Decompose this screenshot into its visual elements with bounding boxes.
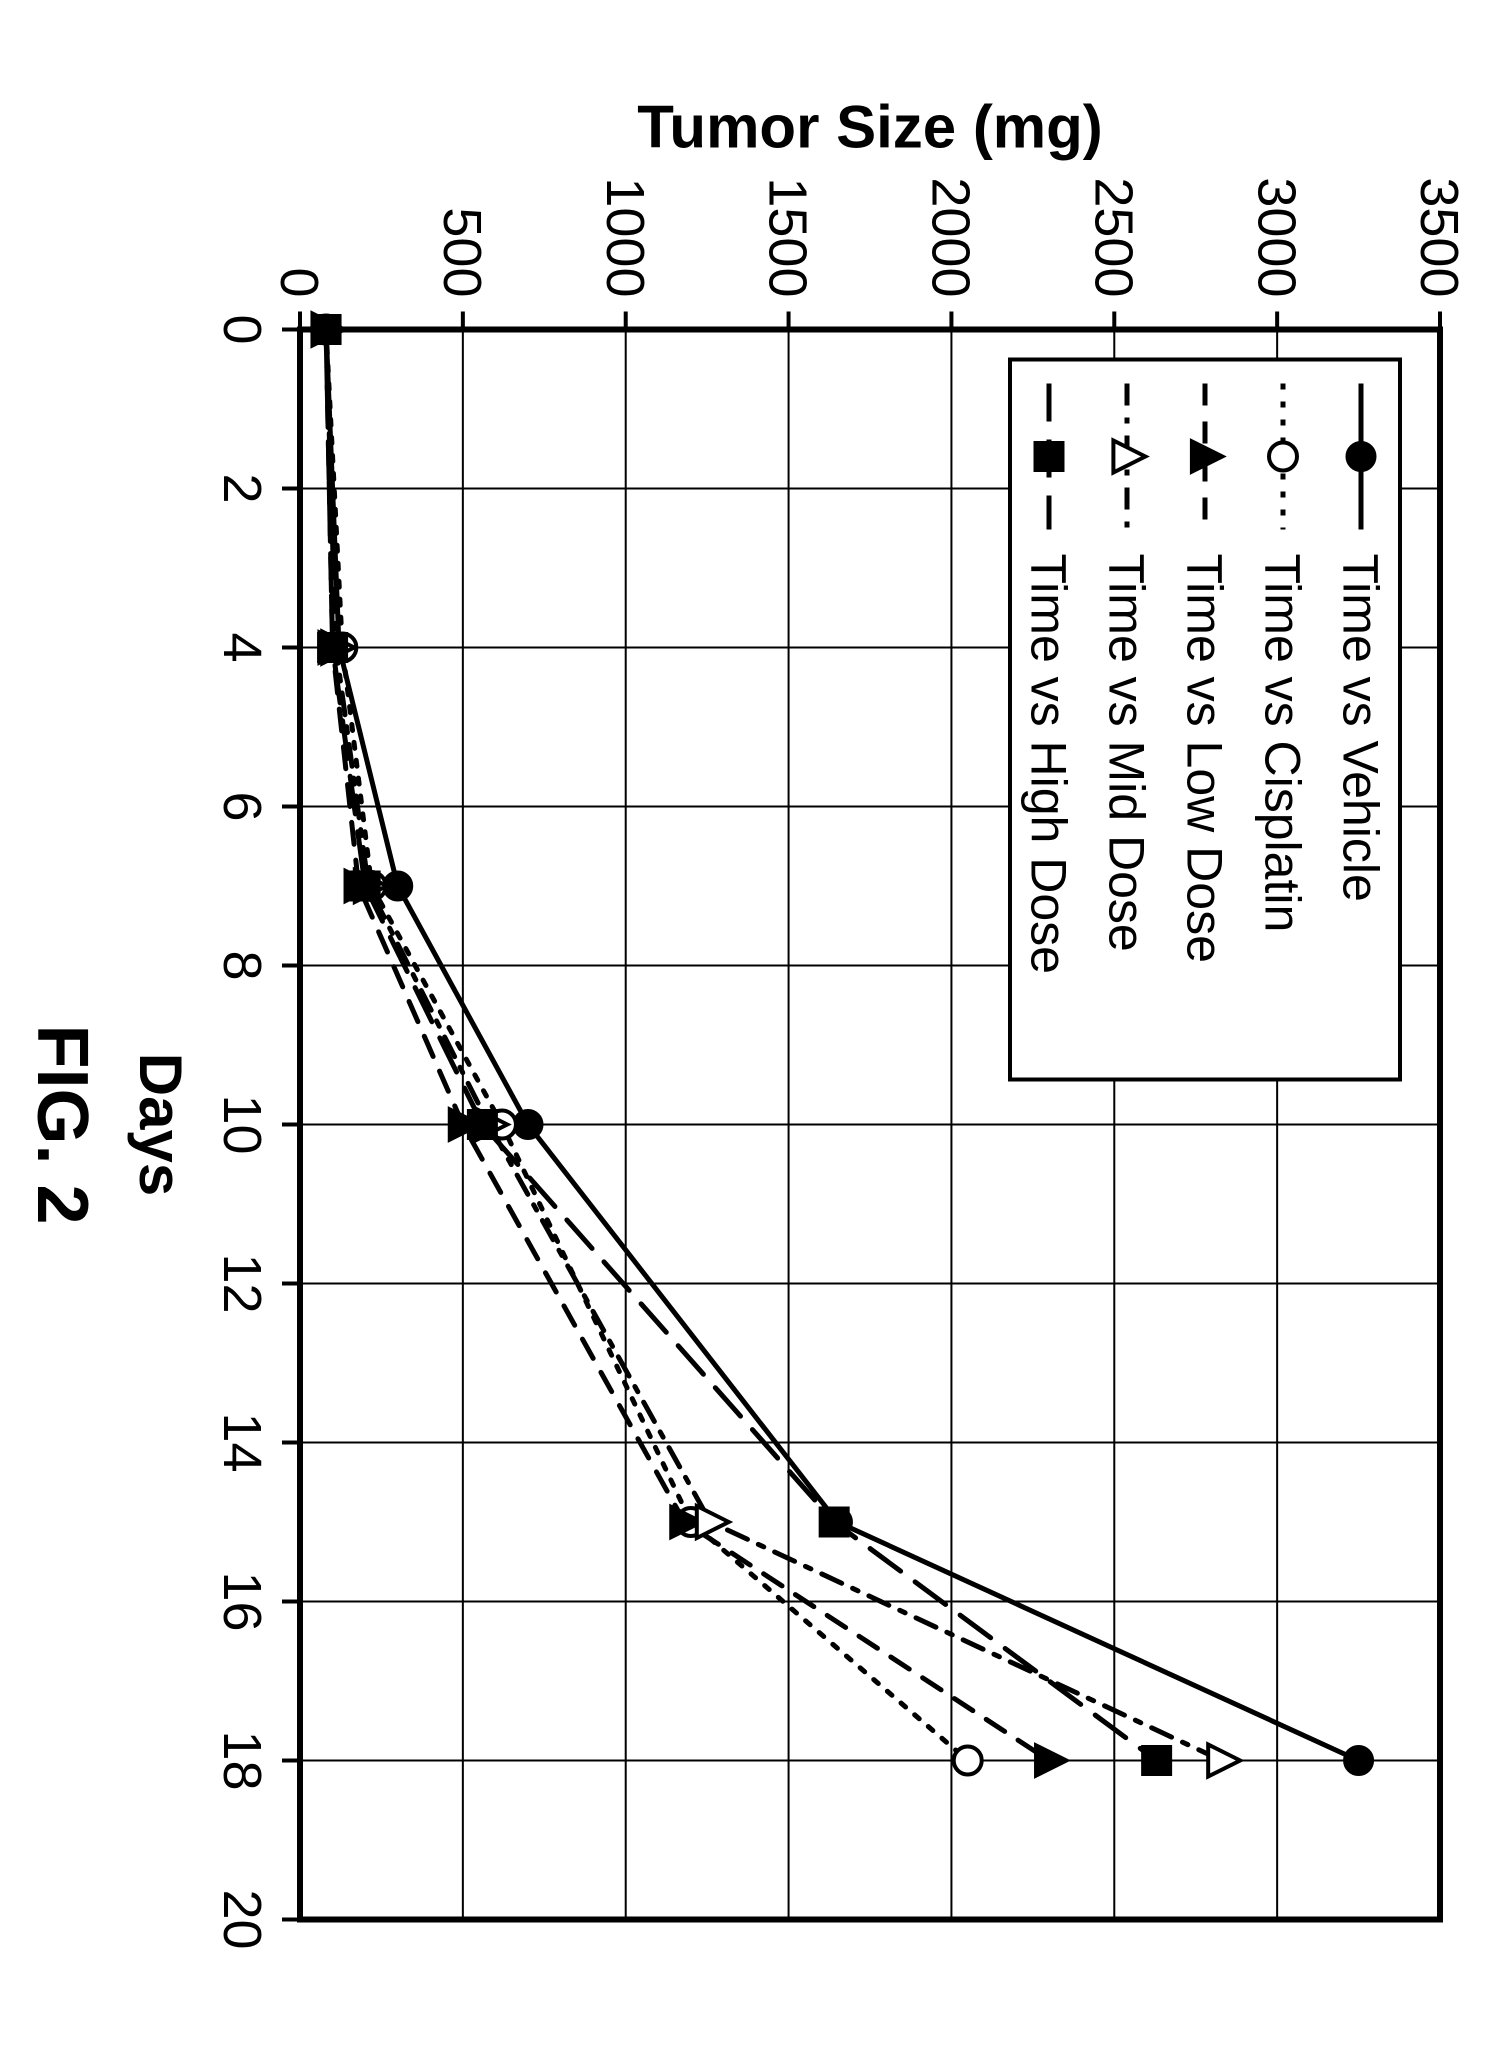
y-tick-label: 500 — [432, 207, 492, 297]
y-tick-label: 3000 — [1246, 177, 1306, 297]
x-tick-label: 4 — [212, 632, 272, 662]
legend-label-low: Time vs Low Dose — [1177, 554, 1233, 963]
y-tick-label: 2000 — [921, 177, 981, 297]
x-axis-label: Days — [127, 1053, 194, 1196]
x-tick-label: 20 — [212, 1889, 272, 1949]
x-tick-label: 18 — [212, 1730, 272, 1790]
figure-label: FIG. 2 — [22, 1024, 102, 1224]
x-tick-label: 0 — [212, 314, 272, 344]
figure-wrap: 0 2 4 6 8 10 12 14 16 18 20 0 500 1000 1500 2000 2500 300… — [0, 0, 1500, 2055]
rotated-stage: 0 2 4 6 8 10 12 14 16 18 20 0 500 1000 1500 2000 2500 300… — [0, 0, 1500, 2055]
y-tick-label: 3500 — [1409, 177, 1469, 297]
y-tick-label: 1500 — [758, 177, 818, 297]
x-tick-label: 8 — [212, 950, 272, 980]
x-tick-label: 6 — [212, 791, 272, 821]
x-tick-label: 2 — [212, 473, 272, 503]
y-tick-label: 2500 — [1083, 177, 1143, 297]
legend-label-vehicle: Time vs Vehicle — [1333, 554, 1389, 902]
x-tick-label: 16 — [212, 1571, 272, 1631]
legend-label-cisplatin: Time vs Cisplatin — [1255, 554, 1311, 933]
chart-svg: 0 2 4 6 8 10 12 14 16 18 20 0 500 1000 1500 2000 2500 300… — [0, 0, 1500, 2055]
y-axis-label: Tumor Size (mg) — [637, 94, 1103, 161]
x-tick-label: 12 — [212, 1253, 272, 1313]
x-tick-label: 10 — [212, 1094, 272, 1154]
x-tick-label: 14 — [212, 1412, 272, 1472]
legend-label-mid: Time vs Mid Dose — [1099, 554, 1155, 952]
y-tick-label: 1000 — [595, 177, 655, 297]
legend-label-high: Time vs High Dose — [1021, 554, 1077, 974]
y-tick-label: 0 — [269, 267, 329, 297]
